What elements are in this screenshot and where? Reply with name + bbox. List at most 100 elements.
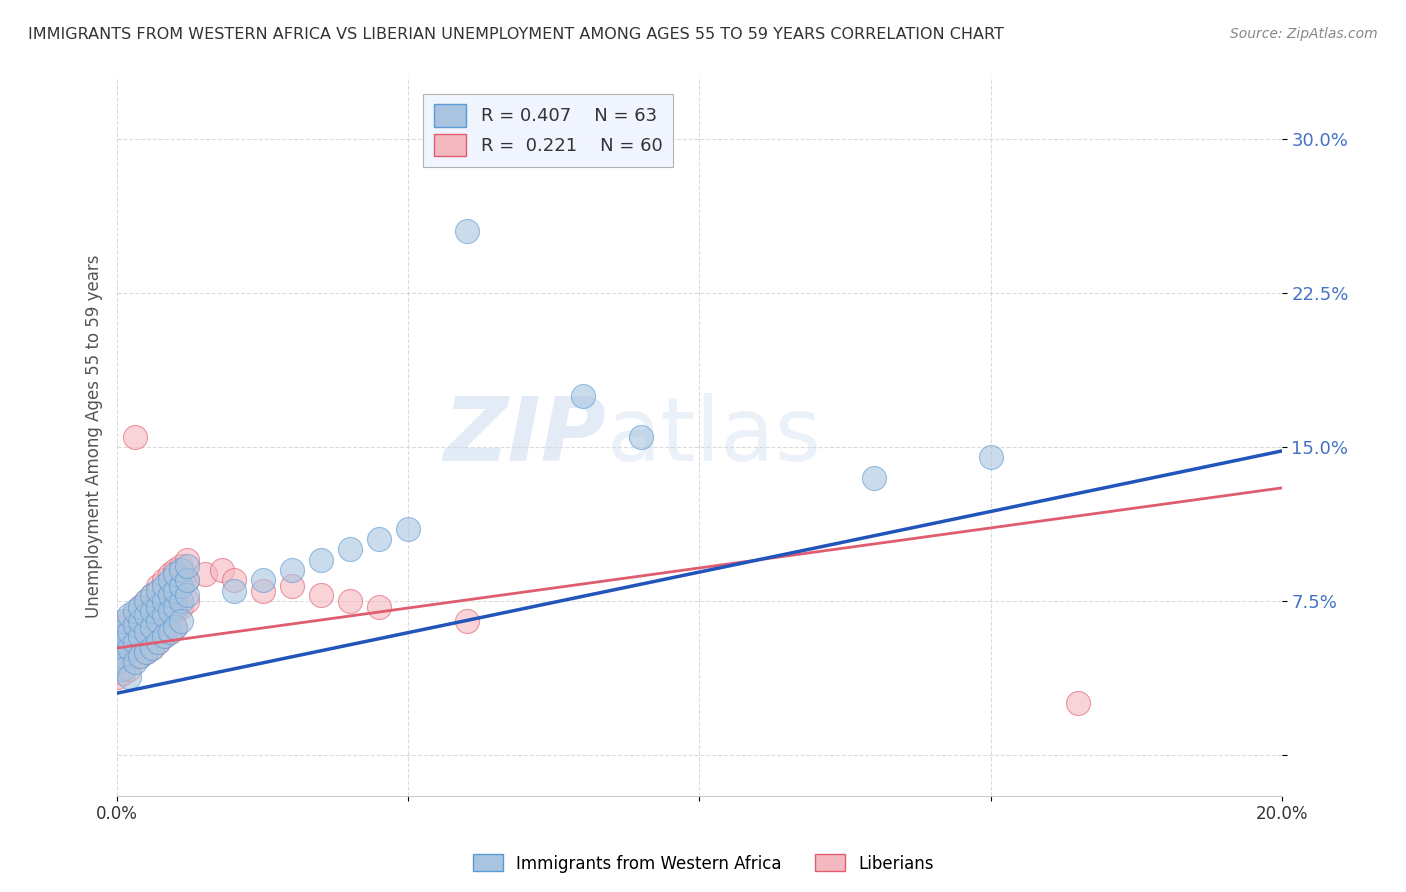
Point — [456, 224, 478, 238]
Point — [135, 594, 157, 608]
Point — [105, 645, 128, 659]
Point — [146, 599, 169, 614]
Point — [339, 542, 361, 557]
Point — [176, 558, 198, 573]
Point — [141, 624, 163, 639]
Point — [159, 624, 181, 639]
Point — [111, 620, 134, 634]
Point — [176, 594, 198, 608]
Point — [105, 629, 128, 643]
Point — [170, 615, 193, 629]
Point — [339, 594, 361, 608]
Point — [980, 450, 1002, 464]
Point — [141, 604, 163, 618]
Point — [105, 656, 128, 670]
Point — [118, 624, 141, 639]
Point — [124, 635, 146, 649]
Point — [141, 588, 163, 602]
Point — [146, 579, 169, 593]
Point — [152, 615, 174, 629]
Point — [152, 579, 174, 593]
Point — [170, 579, 193, 593]
Point — [222, 574, 245, 588]
Point — [159, 588, 181, 602]
Y-axis label: Unemployment Among Ages 55 to 59 years: Unemployment Among Ages 55 to 59 years — [86, 255, 103, 618]
Point — [118, 670, 141, 684]
Point — [146, 599, 169, 614]
Point — [111, 615, 134, 629]
Point — [165, 604, 187, 618]
Point — [176, 574, 198, 588]
Point — [165, 567, 187, 582]
Point — [129, 649, 152, 664]
Point — [129, 615, 152, 629]
Point — [368, 533, 391, 547]
Point — [135, 645, 157, 659]
Point — [863, 470, 886, 484]
Point — [152, 629, 174, 643]
Point — [124, 656, 146, 670]
Point — [165, 599, 187, 614]
Point — [111, 665, 134, 680]
Point — [309, 553, 332, 567]
Point — [222, 583, 245, 598]
Point — [252, 574, 274, 588]
Point — [281, 563, 304, 577]
Point — [572, 388, 595, 402]
Point — [193, 567, 215, 582]
Text: IMMIGRANTS FROM WESTERN AFRICA VS LIBERIAN UNEMPLOYMENT AMONG AGES 55 TO 59 YEAR: IMMIGRANTS FROM WESTERN AFRICA VS LIBERI… — [28, 27, 1004, 42]
Point — [146, 620, 169, 634]
Point — [141, 620, 163, 634]
Point — [111, 635, 134, 649]
Legend: Immigrants from Western Africa, Liberians: Immigrants from Western Africa, Liberian… — [465, 847, 941, 880]
Point — [141, 640, 163, 655]
Point — [146, 635, 169, 649]
Legend: R = 0.407    N = 63, R =  0.221    N = 60: R = 0.407 N = 63, R = 0.221 N = 60 — [423, 94, 673, 167]
Point — [630, 429, 652, 443]
Text: ZIP: ZIP — [443, 393, 606, 480]
Point — [159, 574, 181, 588]
Point — [252, 583, 274, 598]
Point — [124, 618, 146, 632]
Point — [152, 594, 174, 608]
Point — [170, 579, 193, 593]
Point — [105, 624, 128, 639]
Point — [141, 588, 163, 602]
Point — [211, 563, 233, 577]
Point — [135, 608, 157, 623]
Point — [146, 635, 169, 649]
Point — [118, 608, 141, 623]
Point — [129, 635, 152, 649]
Point — [141, 640, 163, 655]
Point — [159, 604, 181, 618]
Point — [165, 563, 187, 577]
Point — [176, 553, 198, 567]
Point — [170, 558, 193, 573]
Point — [124, 624, 146, 639]
Point — [368, 599, 391, 614]
Point — [176, 574, 198, 588]
Point — [159, 608, 181, 623]
Point — [281, 579, 304, 593]
Text: atlas: atlas — [606, 393, 821, 480]
Point — [124, 429, 146, 443]
Point — [124, 608, 146, 623]
Point — [118, 615, 141, 629]
Point — [124, 640, 146, 655]
Point — [152, 594, 174, 608]
Point — [118, 640, 141, 655]
Point — [170, 563, 193, 577]
Text: Source: ZipAtlas.com: Source: ZipAtlas.com — [1230, 27, 1378, 41]
Point — [118, 629, 141, 643]
Point — [1067, 697, 1090, 711]
Point — [129, 649, 152, 664]
Point — [129, 599, 152, 614]
Point — [135, 608, 157, 623]
Point — [146, 615, 169, 629]
Point — [111, 649, 134, 664]
Point — [141, 604, 163, 618]
Point — [159, 624, 181, 639]
Point — [176, 588, 198, 602]
Point — [111, 649, 134, 664]
Point — [135, 594, 157, 608]
